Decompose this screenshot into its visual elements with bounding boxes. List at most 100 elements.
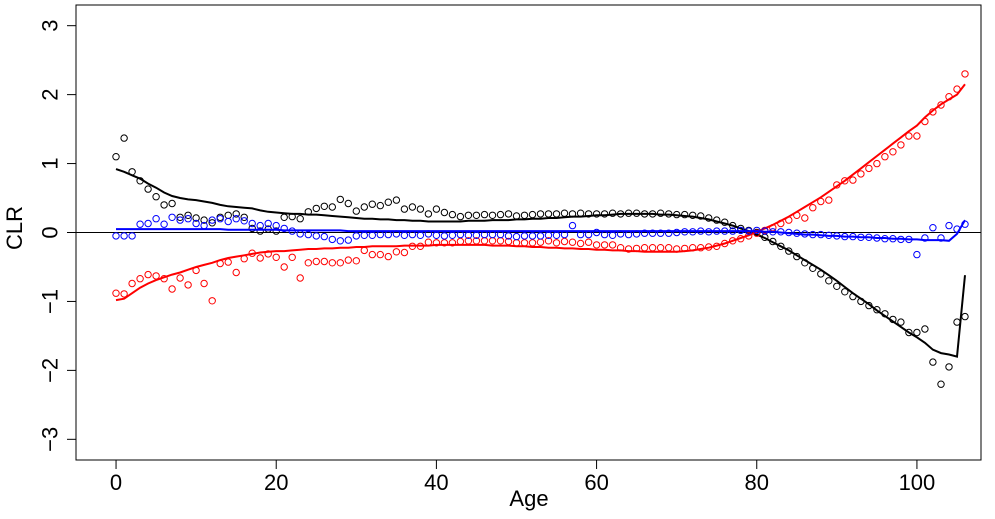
series-2-point — [424, 230, 433, 238]
series-2-point — [152, 215, 160, 223]
series-2-point — [745, 227, 753, 235]
series-1-point — [456, 237, 465, 246]
series-2-point — [801, 230, 809, 238]
series-0-point — [344, 199, 352, 208]
series-0-point — [921, 325, 929, 333]
series-0-point — [152, 193, 160, 201]
series-0-point — [280, 213, 288, 222]
series-1-point — [737, 235, 745, 243]
series-0-point — [665, 210, 673, 218]
series-2-point — [889, 235, 897, 243]
series-2-point — [128, 232, 136, 240]
series-2-point — [552, 231, 561, 240]
series-1-point — [665, 244, 673, 252]
series-2-point — [536, 232, 545, 240]
series-0-point — [464, 211, 473, 220]
series-2-point — [528, 232, 537, 240]
series-2-point — [120, 232, 128, 240]
series-0-point — [304, 208, 312, 216]
series-2-point — [624, 230, 633, 239]
series-1-point — [753, 229, 761, 237]
series-1-point — [560, 237, 569, 246]
y-tick-label: 1 — [38, 157, 63, 169]
series-2-point — [961, 220, 969, 228]
series-2-point — [953, 225, 961, 233]
series-0-point — [648, 210, 657, 218]
series-2-point — [600, 230, 609, 239]
series-1-point — [873, 159, 881, 168]
series-2-point — [416, 231, 425, 240]
series-0-point — [168, 199, 176, 208]
series-0-point — [673, 210, 681, 219]
series-1-point — [280, 263, 288, 271]
series-0-point — [897, 318, 905, 326]
y-tick-label: 3 — [38, 20, 63, 32]
series-2-point — [408, 230, 417, 239]
x-tick-label: 20 — [264, 470, 288, 495]
series-0-point — [144, 185, 152, 193]
series-1-point — [264, 250, 272, 258]
series-0-point — [328, 203, 336, 211]
series-2-point — [504, 232, 513, 240]
series-0-point — [953, 318, 961, 326]
series-1-point — [464, 237, 473, 245]
series-0-point — [865, 301, 873, 310]
series-2-point — [344, 236, 352, 244]
series-0-point — [384, 198, 392, 206]
series-0-point — [192, 214, 200, 222]
series-1-point — [400, 248, 409, 257]
series-2-point — [897, 235, 905, 244]
series-0-point — [889, 315, 897, 324]
series-0-point — [440, 208, 449, 217]
series-1-point — [689, 244, 697, 252]
series-2-point — [809, 230, 817, 239]
series-0-point — [520, 211, 529, 220]
series-0-point — [705, 214, 713, 222]
series-2-point — [544, 231, 553, 240]
y-tick-label: 0 — [38, 226, 63, 238]
series-1-point — [841, 177, 849, 185]
series-0-point — [184, 211, 192, 220]
series-2-point — [793, 229, 801, 237]
series-0-point — [817, 270, 825, 278]
series-0-point — [929, 358, 937, 366]
series-2-point — [312, 232, 320, 240]
series-1-point — [600, 241, 609, 249]
series-0-point — [961, 312, 969, 321]
series-0-point — [608, 209, 617, 217]
series-1-point — [496, 237, 505, 245]
series-2-point — [200, 221, 208, 230]
series-0-point — [504, 210, 513, 218]
x-tick-label: 60 — [584, 470, 608, 495]
series-0-point — [408, 203, 417, 211]
series-1-point — [656, 244, 665, 252]
series-2-point — [264, 219, 272, 228]
series-1-point — [336, 259, 344, 267]
series-1-point — [817, 197, 825, 206]
series-0 — [112, 134, 969, 388]
series-0-point — [128, 168, 136, 176]
series-1-point — [857, 170, 865, 178]
series-1-point — [681, 244, 689, 253]
series-2-point — [208, 216, 216, 224]
series-1-point — [152, 272, 160, 280]
series-1-point — [705, 243, 713, 251]
series-2-point — [632, 230, 641, 238]
series-0-point — [809, 264, 817, 272]
series-0-point — [528, 210, 537, 219]
y-tick-label: 2 — [38, 88, 63, 100]
series-1-point — [673, 245, 681, 253]
series-1-point — [528, 239, 537, 247]
series-1-point — [624, 245, 633, 253]
x-tick-label: 40 — [424, 470, 448, 495]
series-0-point — [592, 210, 601, 218]
series-1-point — [632, 244, 641, 253]
series-2-point — [480, 230, 489, 239]
series-2-point — [753, 226, 761, 235]
series-2-point — [584, 230, 593, 239]
series-0-point — [480, 210, 489, 219]
series-1-point — [793, 211, 801, 220]
series-0-point — [937, 380, 945, 388]
series-1-point — [929, 108, 937, 116]
